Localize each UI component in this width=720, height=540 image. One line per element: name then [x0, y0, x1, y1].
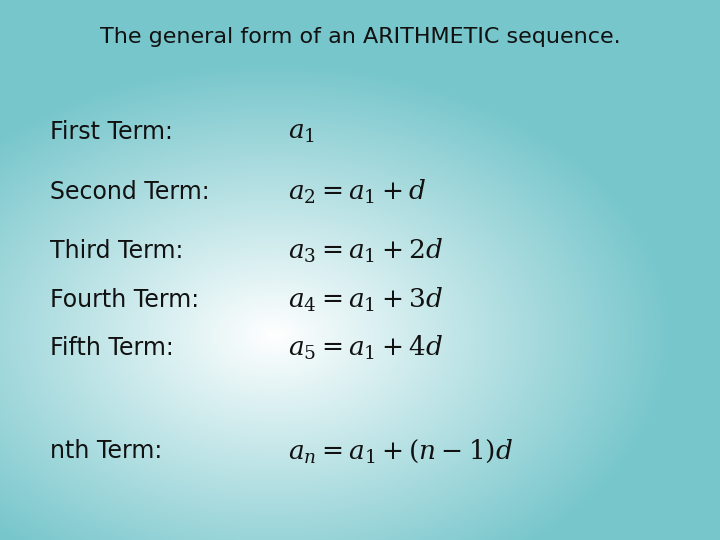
Text: First Term:: First Term: — [50, 120, 174, 144]
Text: nth Term:: nth Term: — [50, 439, 163, 463]
Text: Third Term:: Third Term: — [50, 239, 184, 263]
Text: $a_1$: $a_1$ — [288, 119, 315, 145]
Text: The general form of an ARITHMETIC sequence.: The general form of an ARITHMETIC sequen… — [99, 27, 621, 47]
Text: $a_n = a_1 + (n-1)d$: $a_n = a_1 + (n-1)d$ — [288, 437, 513, 464]
Text: Fourth Term:: Fourth Term: — [50, 288, 199, 312]
Text: $a_3 = a_1 + 2d$: $a_3 = a_1 + 2d$ — [288, 237, 443, 265]
Text: $a_5 = a_1 + 4d$: $a_5 = a_1 + 4d$ — [288, 334, 443, 362]
Text: Fifth Term:: Fifth Term: — [50, 336, 174, 360]
Text: $a_4 = a_1 + 3d$: $a_4 = a_1 + 3d$ — [288, 286, 443, 314]
Text: Second Term:: Second Term: — [50, 180, 210, 204]
Text: $a_2 = a_1 + d$: $a_2 = a_1 + d$ — [288, 178, 426, 206]
